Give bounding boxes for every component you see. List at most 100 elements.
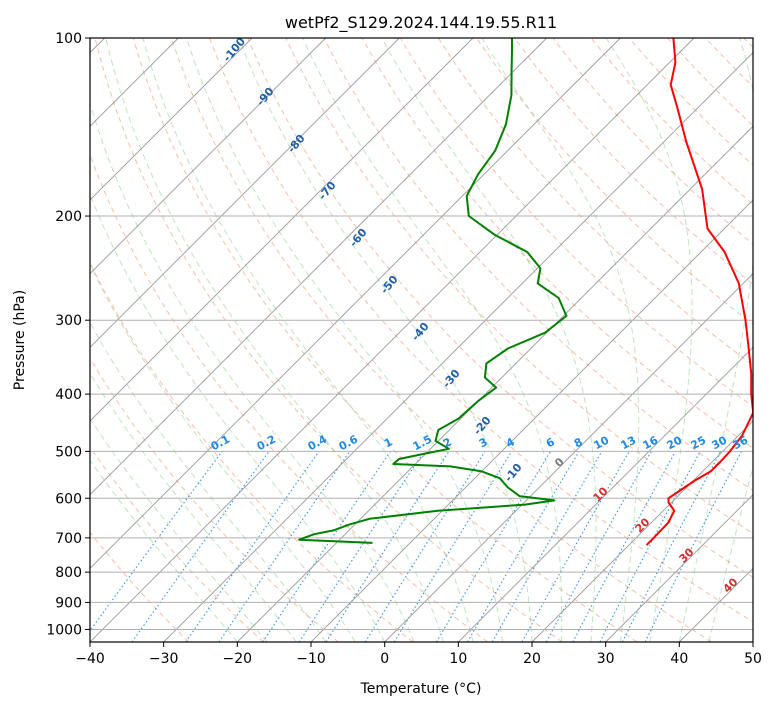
x-tick-label: 30: [597, 651, 615, 667]
isotherm-line: [90, 38, 695, 642]
dry-adiabat-line: [247, 38, 753, 578]
y-axis-label: Pressure (hPa): [12, 290, 28, 390]
mixing-ratio-label: 3: [477, 435, 490, 450]
moist-adiabat-line: [381, 38, 597, 642]
moist-adiabat-line: [105, 38, 445, 642]
mixing-ratio-line: [644, 451, 742, 642]
moist-adiabat-line: [238, 38, 533, 642]
mixing-ratio-label: 20: [665, 433, 685, 452]
moist-adiabat-line: [708, 465, 753, 642]
moist-adiabat-line: [90, 459, 238, 642]
y-tick-label: 400: [55, 387, 82, 403]
chart-title: wetPf2_S129.2024.144.19.55.R11: [285, 13, 557, 33]
y-tick-label: 1000: [46, 622, 82, 638]
mixing-ratio-line: [521, 451, 630, 642]
mixing-ratio-line: [262, 451, 391, 642]
mixing-ratio-line: [545, 451, 652, 642]
x-tick-label: −20: [223, 651, 253, 667]
mixing-ratio-line: [298, 451, 425, 642]
mixing-ratio-label: 30: [710, 433, 730, 452]
dry-adiabat-line: [399, 38, 753, 408]
dry-adiabat-line: [209, 38, 753, 623]
mixing-ratio-label: 6: [544, 435, 557, 450]
mixing-ratio-label: 0.2: [255, 433, 278, 454]
mixing-ratio-label: 10: [592, 433, 612, 452]
mixing-ratio-label: 0.6: [337, 432, 361, 453]
y-tick-label: 500: [55, 444, 82, 460]
x-tick-label: 50: [744, 651, 762, 667]
isotherm-line: [679, 567, 753, 642]
isotherm-line: [458, 346, 753, 642]
moist-adiabat-line: [90, 372, 297, 642]
dry-adiabat-line: [514, 38, 753, 285]
x-tick-label: −40: [75, 651, 105, 667]
mixing-ratio-line: [572, 451, 676, 642]
moist-adiabat-label: 40: [721, 575, 741, 595]
dry-adiabat-label: -40: [409, 320, 432, 344]
mixing-ratio-label: 0.1: [209, 433, 232, 454]
isotherm-line: [90, 38, 253, 201]
dry-adiabat-line: [552, 38, 753, 245]
dry-adiabat-line: [437, 38, 753, 366]
moist-adiabat-line: [605, 38, 693, 642]
dry-adiabat-line: [90, 531, 190, 642]
mixing-ratio-label: 25: [689, 434, 709, 453]
mixing-ratio-line: [467, 451, 580, 642]
isotherm-line: [752, 641, 753, 642]
isotherm-line: [531, 420, 753, 642]
dry-adiabat-label: -80: [285, 132, 308, 156]
x-axis-label: Temperature (°C): [360, 681, 482, 697]
dry-adiabat-line: [90, 357, 339, 642]
isotherm-line: [90, 38, 326, 275]
y-tick-label: 100: [55, 31, 82, 47]
mixing-ratio-label: 1: [382, 435, 395, 450]
y-tick-label: 800: [55, 565, 82, 581]
moist-adiabat-label: 30: [677, 545, 697, 565]
mixing-ratio-label: 16: [641, 433, 661, 452]
x-tick-label: 40: [670, 651, 688, 667]
dewpoint-line: [298, 38, 568, 544]
moist-adiabat-line: [142, 38, 474, 642]
y-tick-label: 300: [55, 313, 82, 329]
moist-adiabat-line: [678, 38, 753, 642]
isotherm-line: [605, 494, 753, 642]
mixing-ratio-label: 8: [572, 435, 585, 450]
dry-adiabat-line: [90, 446, 264, 642]
dry-adiabat-line: [170, 38, 712, 642]
x-tick-label: 20: [523, 651, 541, 667]
temperature-line: [645, 38, 753, 546]
moist-adiabat-label: 20: [633, 515, 653, 535]
isotherm-line: [90, 38, 547, 496]
x-tick-label: 10: [449, 651, 467, 667]
mixing-ratio-line: [185, 451, 320, 642]
dry-adiabat-line: [132, 38, 638, 642]
moist-adiabat-line: [90, 417, 268, 642]
dry-adiabat-line: [94, 38, 563, 642]
mixing-ratio-line: [90, 451, 223, 632]
dry-adiabat-label: -60: [347, 226, 370, 250]
y-tick-label: 600: [55, 491, 82, 507]
moist-adiabat-label: 10: [591, 484, 611, 504]
dry-adiabat-label: -90: [254, 85, 277, 109]
mixing-ratio-line: [393, 451, 513, 642]
mixing-ratio-line: [364, 451, 486, 642]
y-tick-label: 700: [55, 531, 82, 547]
dry-adiabat-line: [705, 38, 753, 88]
mixing-ratio-label: 13: [619, 434, 639, 453]
dry-adiabat-label: -30: [440, 367, 463, 391]
dry-adiabat-label: -50: [378, 273, 401, 297]
mixing-ratio-line: [325, 451, 450, 642]
dry-adiabat-line: [90, 261, 414, 642]
moist-adiabat-line: [186, 38, 503, 642]
moist-adiabat-line: [481, 38, 640, 642]
mixing-ratio-line: [621, 451, 722, 642]
dry-adiabat-label: -10: [502, 461, 525, 485]
isotherm-line: [163, 52, 753, 642]
x-tick-label: −30: [149, 651, 179, 667]
y-tick-label: 900: [55, 595, 82, 611]
mixing-ratio-label: 1.5: [411, 433, 434, 454]
mixing-ratio-label: 0.4: [306, 432, 330, 453]
x-tick-label: −10: [296, 651, 326, 667]
moist-adiabat-line: [302, 38, 563, 642]
